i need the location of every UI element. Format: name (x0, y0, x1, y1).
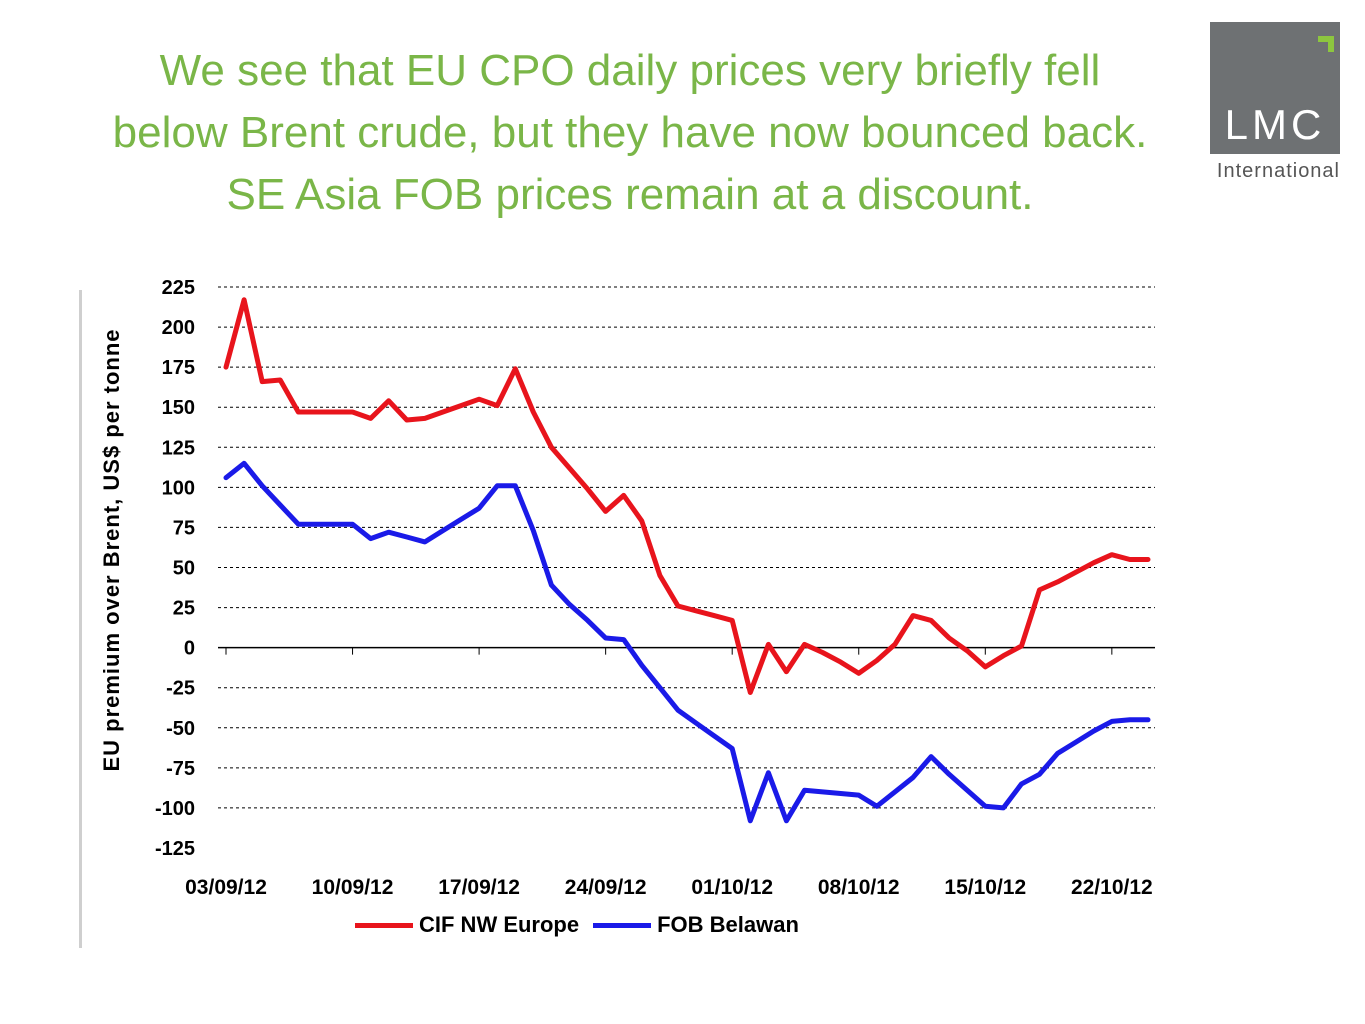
y-tick-label: 25 (173, 598, 195, 620)
y-tick-label: 100 (162, 477, 195, 499)
series-line-fob-belawan (223, 460, 1151, 824)
y-tick-label: -100 (155, 798, 195, 820)
y-tick-label: 225 (162, 277, 195, 299)
title-line-2: below Brent crude, but they have now bou… (112, 108, 1148, 157)
legend-item-cif: CIF NW Europe (355, 912, 579, 938)
y-tick-label: -75 (166, 758, 195, 780)
chart-legend: CIF NW Europe FOB Belawan (355, 910, 813, 940)
x-tick-label: 08/10/12 (818, 876, 900, 899)
slide-divider (79, 290, 82, 948)
y-tick-label: -50 (166, 718, 195, 740)
y-tick-label: 200 (162, 317, 195, 339)
y-tick-label: 75 (173, 517, 195, 539)
y-tick-label: 125 (162, 437, 195, 459)
legend-label-fob: FOB Belawan (657, 912, 799, 937)
legend-label-cif: CIF NW Europe (419, 912, 580, 937)
line-chart: 225 200 175 150 125 100 75 50 25 0 -25 -50 -75 -100 -1… (155, 277, 1155, 899)
logo-subtitle: International (1216, 160, 1340, 182)
x-tick-label: 03/09/12 (185, 876, 267, 899)
logo-accent-icon-vertical (1328, 36, 1334, 52)
x-tick-label: 22/10/12 (1071, 876, 1153, 899)
x-tick-label: 01/10/12 (691, 876, 773, 899)
legend-item-fob: FOB Belawan (593, 912, 799, 938)
slide-title: We see that EU CPO daily prices very bri… (20, 40, 1240, 226)
lmc-logo: LMC International (1210, 22, 1340, 182)
logo-text: LMC (1224, 101, 1326, 148)
title-line-1: We see that EU CPO daily prices very bri… (159, 46, 1101, 95)
legend-swatch-cif (355, 922, 413, 928)
x-tick-label: 10/09/12 (312, 876, 394, 899)
y-tick-label: -125 (155, 838, 195, 860)
y-tick-label: 50 (173, 558, 195, 580)
y-tick-label: 150 (162, 397, 195, 419)
y-tick-label: 0 (184, 638, 195, 660)
y-tick-label: 175 (162, 357, 195, 379)
x-tick-label: 24/09/12 (565, 876, 647, 899)
legend-swatch-fob (593, 922, 652, 928)
x-tick-label: 17/09/12 (438, 876, 520, 899)
y-tick-label: -25 (166, 678, 195, 700)
logo-accent-icon (1318, 36, 1334, 42)
x-tick-label: 15/10/12 (944, 876, 1026, 899)
series-line-cif-nw-europe (223, 297, 1151, 695)
logo-box (1210, 22, 1340, 154)
title-line-3: SE Asia FOB prices remain at a discount. (226, 170, 1034, 219)
